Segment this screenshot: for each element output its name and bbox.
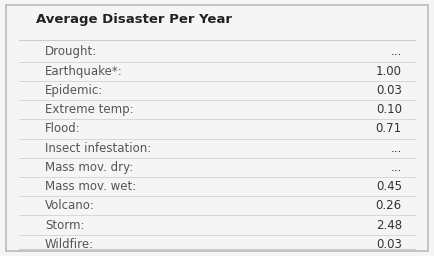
Text: 1.00: 1.00 <box>376 65 402 78</box>
Text: Earthquake*:: Earthquake*: <box>45 65 123 78</box>
Text: ...: ... <box>391 161 402 174</box>
Text: Epidemic:: Epidemic: <box>45 84 103 97</box>
Text: 0.45: 0.45 <box>376 180 402 193</box>
Text: Storm:: Storm: <box>45 219 85 232</box>
FancyBboxPatch shape <box>7 5 427 251</box>
Text: Flood:: Flood: <box>45 122 81 135</box>
Text: Insect infestation:: Insect infestation: <box>45 142 151 155</box>
Text: Extreme temp:: Extreme temp: <box>45 103 134 116</box>
Text: Volcano:: Volcano: <box>45 199 95 212</box>
Text: 0.10: 0.10 <box>376 103 402 116</box>
Text: 0.26: 0.26 <box>376 199 402 212</box>
Text: ...: ... <box>391 46 402 58</box>
Text: Wildfire:: Wildfire: <box>45 238 94 251</box>
Text: ...: ... <box>391 142 402 155</box>
Text: 2.48: 2.48 <box>376 219 402 232</box>
Text: Mass mov. wet:: Mass mov. wet: <box>45 180 136 193</box>
Text: Drought:: Drought: <box>45 46 97 58</box>
Text: 0.71: 0.71 <box>376 122 402 135</box>
Text: 0.03: 0.03 <box>376 238 402 251</box>
Text: 0.03: 0.03 <box>376 84 402 97</box>
Text: Mass mov. dry:: Mass mov. dry: <box>45 161 133 174</box>
Text: Average Disaster Per Year: Average Disaster Per Year <box>36 13 233 26</box>
